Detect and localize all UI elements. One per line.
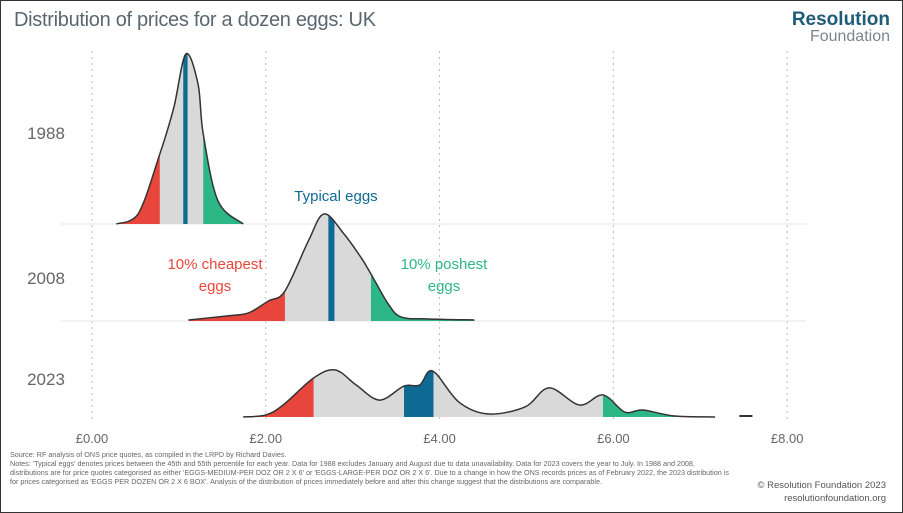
x-tick-label: £0.00 [76,431,109,446]
year-label-2008: 2008 [27,269,65,288]
source-note: Source: RF analysis of ONS price quotes,… [10,450,287,459]
x-tick-label: £4.00 [423,431,456,446]
logo-line-1: Resolution [791,9,890,30]
x-tick-label: £6.00 [597,431,630,446]
typical-area [183,53,188,224]
poshest-label-1: 10% poshest [401,256,489,273]
logo-line-2: Foundation [809,28,890,45]
cheapest-area [188,291,285,321]
cheapest-label-2: eggs [199,278,232,295]
poshest-area [602,394,716,417]
distribution-2008 [188,213,475,321]
notes-text: Notes: 'Typical eggs' denotes prices bet… [10,459,729,486]
copyright: © Resolution Foundation 2023 [757,480,886,491]
typical-area [328,215,335,321]
typical-eggs-label: Typical eggs [294,188,377,205]
year-label-2023: 2023 [27,370,65,389]
cheapest-area [116,154,160,224]
website: resolutionfoundation.org [784,493,886,504]
cheapest-label-1: 10% cheapest [167,256,263,273]
copyright-block: © Resolution Foundation 2023 resolutionf… [758,479,886,505]
middle-area [243,369,716,417]
poshest-area [370,273,475,321]
density-outline [243,368,716,418]
distribution-1988 [116,52,244,225]
x-tick-label: £8.00 [771,431,804,446]
distribution-2023 [243,368,753,418]
poshest-area [203,134,244,224]
resolution-foundation-logo: Resolution Foundation [792,10,890,45]
footnotes: Source: RF analysis of ONS price quotes,… [10,450,730,486]
x-tick-label: £2.00 [250,431,283,446]
poshest-label-2: eggs [428,278,461,295]
cheapest-area [243,378,314,417]
year-label-1988: 1988 [27,124,65,143]
density-outline [188,213,475,321]
density-outline [116,52,244,225]
chart-title: Distribution of prices for a dozen eggs:… [14,9,376,31]
typical-area [403,370,434,417]
